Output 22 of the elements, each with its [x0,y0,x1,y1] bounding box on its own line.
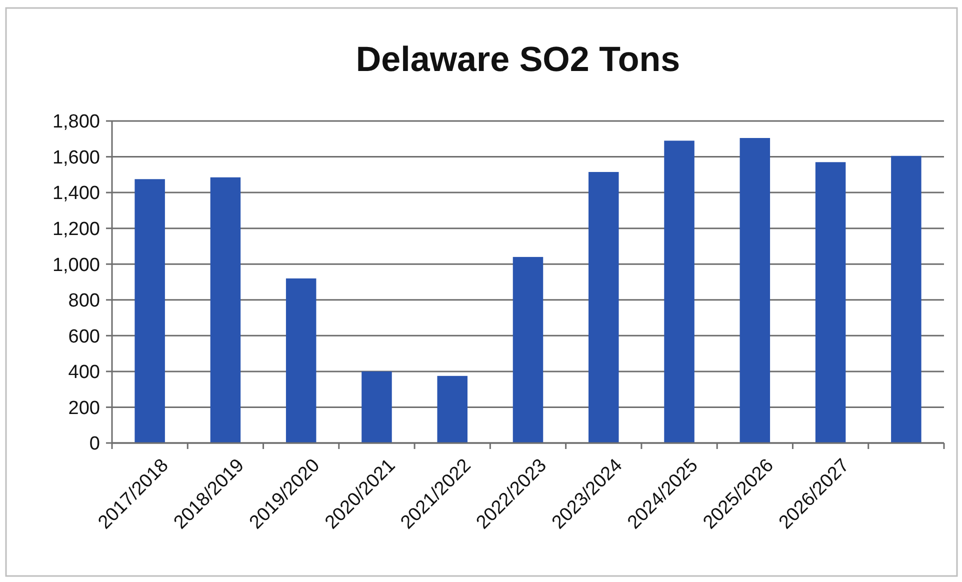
bar [362,371,392,443]
bar [815,162,846,443]
bar [891,156,922,443]
y-tick-label: 800 [68,290,100,312]
bar [134,179,165,443]
y-tick-label: 1,000 [52,254,100,276]
bar [664,140,694,443]
chart-title: Delaware SO2 Tons [356,40,680,79]
bar [588,172,619,443]
y-tick-label: 1,400 [52,183,100,204]
bar [740,138,770,443]
bar [437,376,468,443]
bar [210,177,241,443]
y-tick-label: 1,800 [52,112,100,133]
y-tick-label: 200 [68,398,100,419]
bar [286,278,316,443]
y-tick-label: 0 [89,434,100,455]
bar [512,256,544,443]
y-tick-label: 600 [68,326,100,348]
y-tick-label: 1,200 [52,218,100,240]
y-tick-label: 1,600 [52,147,100,168]
y-tick-label: 400 [68,362,100,384]
